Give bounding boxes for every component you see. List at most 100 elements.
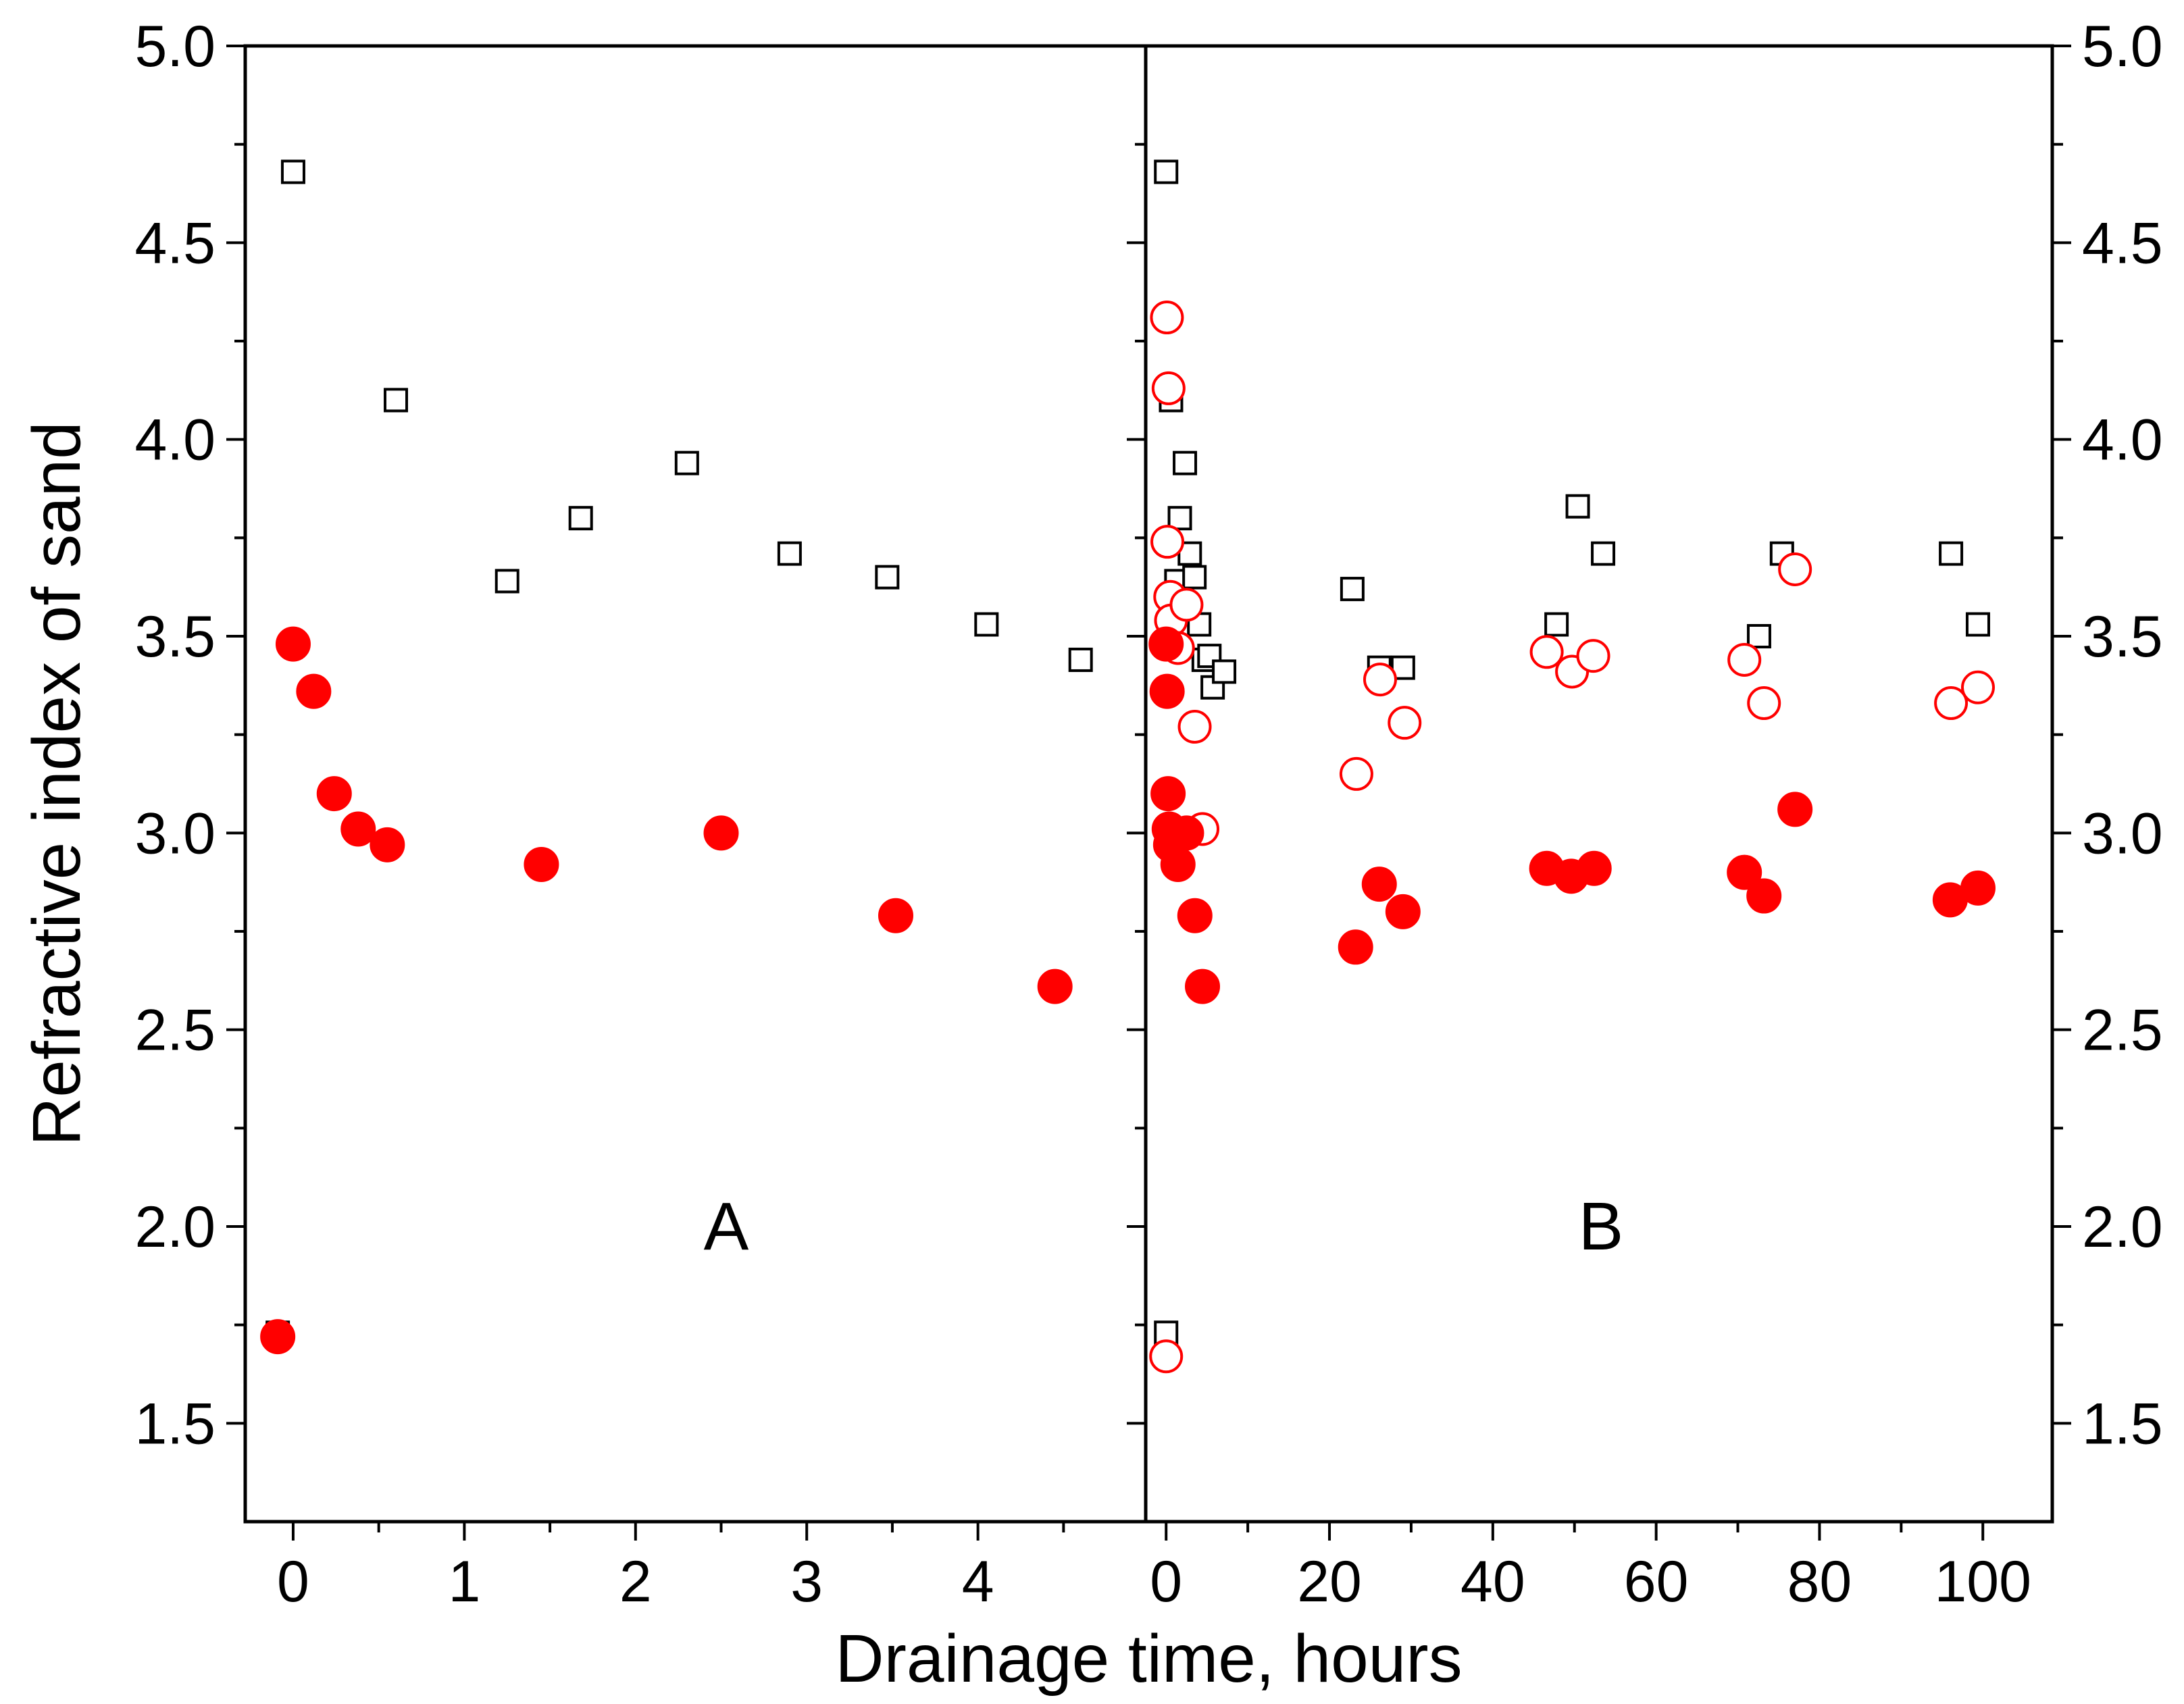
square-point-b: [1182, 565, 1207, 590]
y-tick-label-right: 5.0: [2082, 14, 2163, 79]
x-tick-label-b: 20: [1297, 1549, 1362, 1614]
square-point-b: [1154, 159, 1179, 184]
open-circle-point-b: [1529, 635, 1564, 669]
square-point-b: [1167, 506, 1192, 531]
y-tick-label-right: 3.0: [2082, 801, 2163, 866]
y-tick-label: 3.5: [134, 604, 215, 669]
open-circle-point-b: [1960, 670, 1995, 704]
y-tick-label-right: 4.5: [2082, 211, 2163, 276]
x-tick-label-b: 80: [1787, 1549, 1852, 1614]
x-axis-a-labels: 0 1 2 3 4: [277, 1549, 994, 1614]
square-point-b: [1565, 494, 1590, 519]
y-tick-label-right: 3.5: [2082, 604, 2163, 669]
filled-circle-point-a: [878, 898, 914, 933]
filled-circle-point-a: [703, 815, 739, 851]
square-point-a: [674, 450, 699, 475]
y-tick-label: 3.0: [134, 801, 215, 866]
y-tick-label: 1.5: [134, 1391, 215, 1456]
open-circle-point-b: [1363, 663, 1397, 697]
filled-circle-point-a: [275, 626, 311, 662]
filled-circle-point-b: [1746, 878, 1782, 914]
square-point-b: [1212, 659, 1237, 684]
open-circle-point-b: [1151, 371, 1186, 405]
filled-circle-point-b: [1169, 815, 1204, 851]
open-circle-point-b: [1727, 642, 1762, 677]
y-tick-label: 4.5: [134, 211, 215, 276]
filled-circle-point-a: [370, 827, 405, 862]
panel-b-label: B: [1579, 1189, 1624, 1264]
open-circle-point-b: [1150, 525, 1185, 559]
open-circle-point-b: [1576, 639, 1610, 673]
x-tick-label-b: 0: [1150, 1549, 1182, 1614]
square-point-b: [1965, 612, 1990, 637]
square-point-a: [280, 159, 305, 184]
square-point-b: [1746, 624, 1771, 648]
x-tick-label-b: 60: [1624, 1549, 1689, 1614]
x-tick-label-a: 4: [962, 1549, 994, 1614]
square-point-b: [1173, 450, 1198, 475]
y-axis-title: Refractive index of sand: [19, 421, 95, 1146]
filled-circle-point-b: [1727, 854, 1762, 890]
square-point-b: [1177, 541, 1202, 566]
panel-a-markers: [260, 159, 1093, 1355]
square-point-a: [974, 612, 999, 637]
x-tick-label-a: 1: [448, 1549, 480, 1614]
square-point-a: [568, 506, 593, 531]
filled-circle-point-b: [1777, 792, 1813, 827]
filled-circle-point-a: [296, 673, 332, 709]
open-circle-point-b: [1177, 710, 1212, 744]
y-tick-label-right: 1.5: [2082, 1391, 2163, 1456]
filled-circle-point-b: [1148, 626, 1184, 662]
filled-circle-point-b: [1150, 776, 1186, 812]
filled-circle-point-a: [524, 846, 559, 882]
square-point-b: [1340, 577, 1365, 602]
filled-circle-point-a: [260, 1319, 296, 1355]
filled-circle-point-b: [1177, 898, 1213, 933]
open-circle-point-b: [1388, 706, 1422, 740]
square-point-b: [1544, 612, 1569, 637]
filled-circle-point-b: [1338, 929, 1373, 965]
square-point-a: [1068, 647, 1093, 672]
filled-circle-point-a: [340, 811, 376, 847]
square-point-a: [494, 569, 519, 594]
open-circle-point-b: [1934, 686, 1969, 721]
panel-a-label: A: [704, 1189, 749, 1264]
square-point-b: [1939, 541, 1964, 566]
x-tick-label-a: 3: [790, 1549, 823, 1614]
x-tick-label-a: 2: [619, 1549, 652, 1614]
open-circle-point-b: [1169, 588, 1204, 622]
filled-circle-point-b: [1385, 894, 1421, 929]
filled-circle-point-b: [1960, 870, 1996, 906]
y-tick-label: 5.0: [134, 14, 215, 79]
filled-circle-point-b: [1361, 867, 1397, 902]
x-tick-label-a: 0: [277, 1549, 309, 1614]
y-tick-label-right: 2.0: [2082, 1195, 2163, 1260]
y-tick-label: 4.0: [134, 408, 215, 473]
x-tick-label-b: 100: [1934, 1549, 2031, 1614]
axis-ticks: [226, 45, 2071, 1541]
x-axis-title: Drainage time, hours: [835, 1621, 1462, 1697]
y-tick-label: 2.0: [134, 1195, 215, 1260]
filled-circle-point-a: [316, 776, 352, 812]
open-circle-point-b: [1747, 686, 1781, 721]
plot-border: [243, 44, 2054, 1524]
open-circle-point-b: [1150, 301, 1184, 335]
filled-circle-point-b: [1576, 850, 1612, 886]
filled-circle-point-b: [1149, 673, 1185, 709]
open-circle-point-b: [1149, 1339, 1184, 1374]
open-circle-point-b: [1778, 552, 1812, 586]
square-point-a: [384, 388, 409, 413]
square-point-b: [1591, 541, 1616, 566]
plot-frame: [243, 44, 2054, 1524]
filled-circle-point-a: [1037, 969, 1073, 1004]
y-tick-label-right: 4.0: [2082, 408, 2163, 473]
open-circle-point-b: [1339, 756, 1373, 791]
square-point-a: [777, 541, 802, 566]
square-point-a: [875, 565, 900, 590]
panel-b-markers: [1148, 159, 1996, 1374]
x-tick-label-b: 40: [1461, 1549, 1525, 1614]
filled-circle-point-b: [1185, 969, 1221, 1004]
y-tick-label: 2.5: [134, 998, 215, 1063]
y-axis-right-labels: 1.5 2.0 2.5 3.0 3.5 4.0 4.5 5.0: [2082, 14, 2163, 1456]
